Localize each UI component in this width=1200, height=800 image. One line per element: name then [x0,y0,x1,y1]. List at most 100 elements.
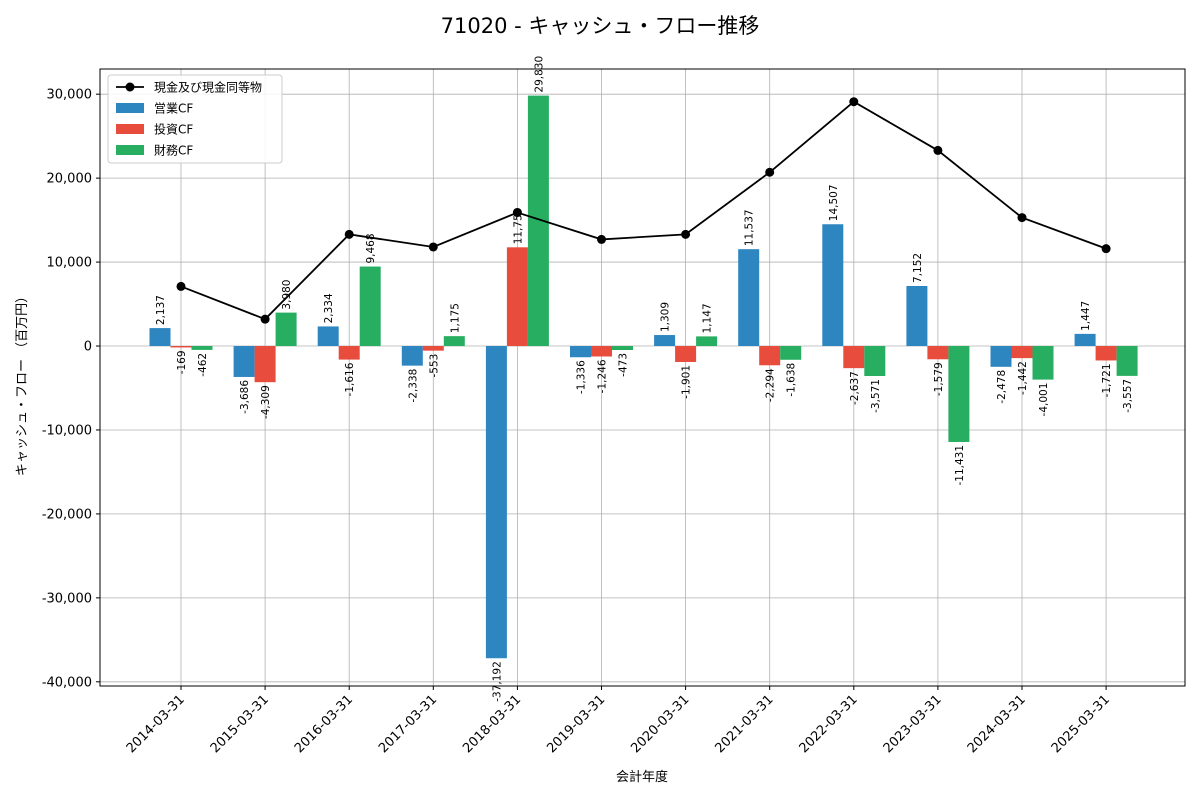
bar-value-label: -3,557 [1122,379,1134,413]
bar-財務CF [696,336,718,347]
y-tick-label: 10,000 [47,256,93,271]
bar-投資CF [338,346,360,360]
bar-value-label: -1,901 [681,365,693,399]
legend-label: 現金及び現金同等物 [154,80,262,95]
bar-投資CF [254,346,276,383]
bar-value-label: 1,447 [1080,301,1092,331]
bar-value-label: -1,638 [786,363,798,397]
bar-投資CF [170,346,192,348]
bar-value-label: -1,579 [933,362,945,396]
bar-財務CF [1116,346,1138,376]
bar-value-label: 1,309 [660,302,672,332]
bars [149,95,1138,659]
bar-value-label: -1,616 [344,362,356,396]
bar-value-label: -4,309 [260,385,272,419]
x-tick-label: 2022-03-31 [797,692,861,756]
bar-value-label: -1,246 [597,359,609,393]
x-tick-label: 2021-03-31 [712,692,776,756]
x-tick-label: 2017-03-31 [376,692,440,756]
bar-財務CF [359,266,381,347]
bar-営業CF [317,326,339,347]
bar-value-label: -473 [618,353,630,377]
bar-value-label: 29,830 [533,56,545,93]
x-tick-label: 2023-03-31 [881,692,945,756]
bar-value-label: -462 [197,353,209,377]
y-tick-label: 0 [84,340,92,355]
bar-value-label: 14,507 [828,184,840,221]
bar-value-label: -2,478 [996,370,1008,404]
x-tick-label: 2016-03-31 [292,692,356,756]
legend-swatch-bar [116,145,144,155]
bar-財務CF [275,312,297,347]
bar-value-label: 11,759 [512,208,524,245]
bar-営業CF [654,335,676,347]
grid-lines [100,69,1185,686]
y-tick-label: -20,000 [42,507,92,522]
bar-value-label: -3,686 [239,380,251,414]
y-tick-label: -40,000 [42,675,92,690]
cash-line-point [428,242,438,252]
legend-swatch-marker [125,82,135,92]
x-tick-label: 2025-03-31 [1049,692,1113,756]
legend-swatch-bar [116,103,144,113]
bar-投資CF [591,346,612,357]
bar-営業CF [738,249,760,347]
x-tick-label: 2015-03-31 [208,692,272,756]
bar-財務CF [780,346,802,360]
cash-line-point [933,145,943,155]
bar-営業CF [485,346,507,659]
bar-財務CF [443,336,465,347]
bar-value-label: -11,431 [954,445,966,486]
bar-value-label: -2,637 [849,371,861,405]
cash-line-point [512,208,522,218]
bar-財務CF [527,95,549,347]
data-labels: 2,137 -3,686 2,334 -2,338 -37,192 -1,336 1,309… [155,56,1134,702]
legend-label: 財務CF [154,143,193,158]
bar-営業CF [233,346,255,377]
x-axis-title: 会計年度 [616,769,668,785]
cash-line-point [765,167,775,177]
cash-line-point [1017,213,1027,223]
bar-value-label: -1,336 [576,360,588,394]
x-tick-label: 2019-03-31 [544,692,608,756]
bar-投資CF [675,346,697,362]
y-tick-label: 30,000 [47,88,93,103]
bar-営業CF [906,285,928,347]
chart-title: 71020 - キャッシュ・フロー推移 [441,14,760,38]
y-axis-title: キャッシュ・フロー （百万円） [15,290,30,476]
legend-swatch-bar [116,124,144,134]
bar-value-label: 1,175 [449,303,461,333]
cash-line-point [1101,244,1111,254]
bar-営業CF [149,328,171,347]
bar-value-label: -4,001 [1038,383,1050,417]
bar-財務CF [612,346,633,350]
bar-投資CF [759,346,781,366]
cash-line-point [176,281,186,291]
bar-value-label: 2,137 [155,295,167,325]
bar-value-label: 7,152 [912,253,924,283]
bar-投資CF [927,346,949,360]
bar-財務CF [864,346,886,376]
bar-value-label: -3,571 [870,379,882,413]
bar-value-label: 11,537 [744,209,756,246]
bar-営業CF [822,224,844,347]
bar-投資CF [1011,346,1033,359]
bar-営業CF [570,346,591,358]
y-tick-label: 20,000 [47,172,93,187]
cash-line-point [344,229,354,239]
y-tick-label: -10,000 [42,423,92,438]
bar-value-label: 9,468 [365,233,377,263]
legend-label: 営業CF [154,102,193,116]
y-tick-label: -30,000 [42,591,92,606]
bar-投資CF [422,346,444,351]
bar-投資CF [1095,346,1117,361]
cash-line-point [260,314,270,324]
legend-label: 投資CF [154,122,193,137]
x-tick-label: 2024-03-31 [965,692,1029,756]
cash-line [176,97,1111,324]
bar-value-label: -1,721 [1101,363,1113,397]
bar-value-label: -2,294 [765,368,777,402]
cash-line-point [849,97,859,107]
